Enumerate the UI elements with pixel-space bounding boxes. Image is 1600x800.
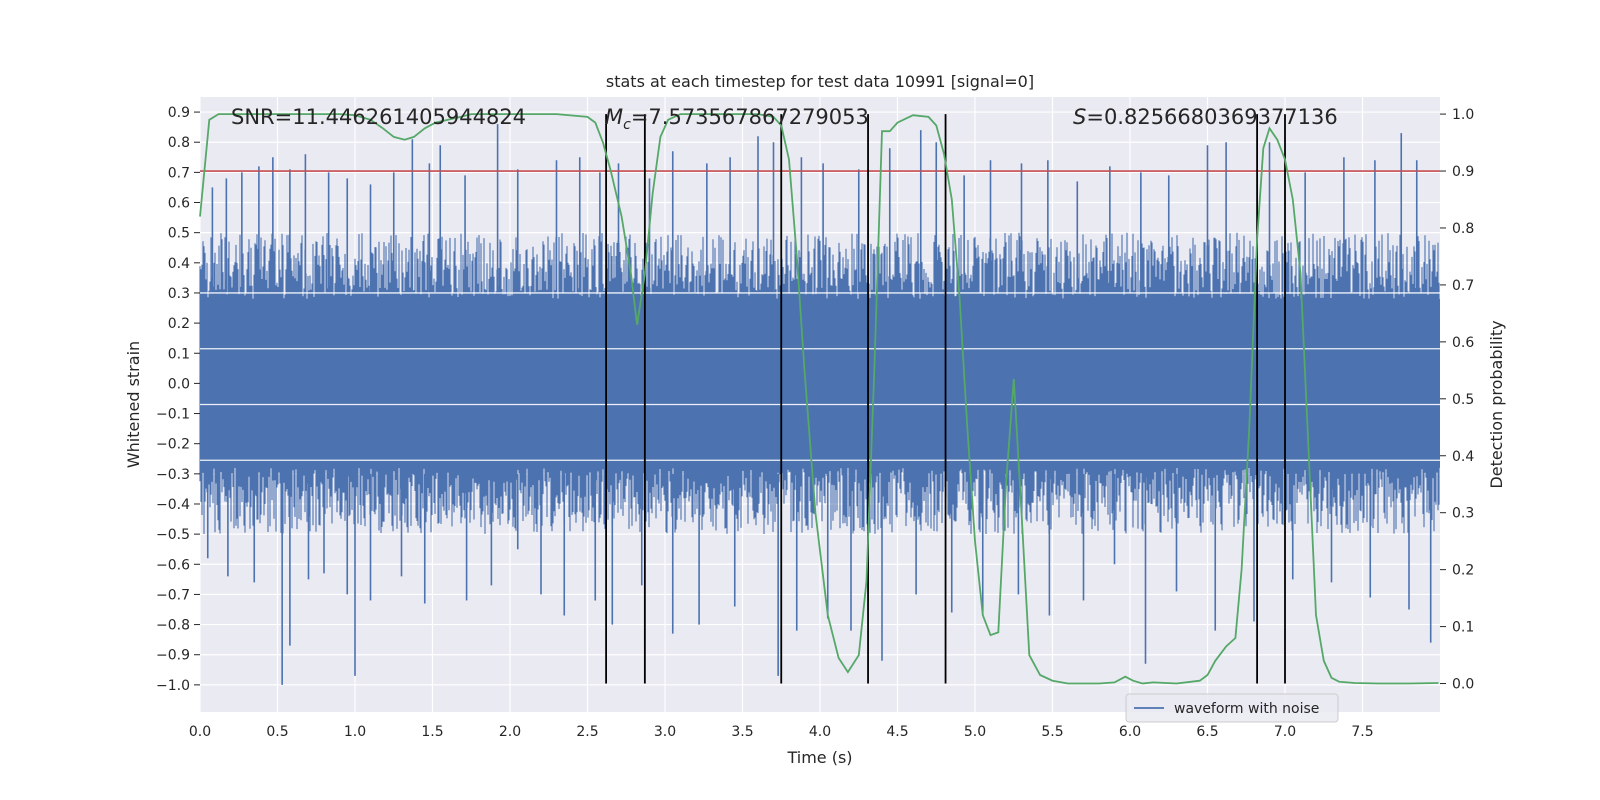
- chirp-mass-subscript: c: [623, 117, 631, 133]
- y-left-tick-label: −0.8: [156, 618, 190, 634]
- waveform-series: [199, 124, 1440, 685]
- x-tick-label: 1.5: [421, 724, 443, 740]
- y-axis-label-left: Whitened strain: [124, 341, 143, 468]
- x-tick-label: 5.5: [1041, 724, 1063, 740]
- chirp-mass-value: =7.573567867279053: [631, 105, 869, 129]
- x-tick-label: 2.5: [576, 724, 598, 740]
- legend-box: [1125, 693, 1339, 723]
- y-left-tick-label: 0.1: [168, 346, 190, 362]
- y-right-tick-label: 0.6: [1452, 335, 1474, 351]
- y-axis-label-right: Detection probability: [1487, 320, 1506, 488]
- detection-probability-line: [199, 113, 1439, 685]
- legend: waveform with noise: [1125, 693, 1339, 723]
- x-tick-label: 0.5: [266, 724, 288, 740]
- y-right-tick-label: 0.7: [1452, 278, 1474, 294]
- y-left-tick-label: 0.4: [168, 256, 190, 272]
- x-tick-label: 2.0: [499, 724, 521, 740]
- y-right-tick-label: 0.5: [1452, 392, 1474, 408]
- legend-label: waveform with noise: [1174, 701, 1319, 717]
- s-value: =0.8256680369377136: [1086, 105, 1337, 129]
- y-right-tick-label: 0.4: [1452, 449, 1474, 465]
- x-tick-label: 6.5: [1196, 724, 1218, 740]
- y-left-tick-label: −0.5: [156, 527, 190, 543]
- y-left-tick-label: −0.1: [156, 407, 190, 423]
- y-right-tick-label: 0.2: [1452, 563, 1474, 579]
- y-left-tick-label: −0.7: [156, 587, 190, 603]
- x-tick-label: 6.0: [1119, 724, 1141, 740]
- chirp-mass-annotation: Mc=7.573567867279053: [605, 105, 869, 133]
- chart-title: stats at each timestep for test data 109…: [606, 72, 1034, 91]
- x-tick-label: 4.0: [809, 724, 831, 740]
- x-tick-label: 7.0: [1274, 724, 1296, 740]
- y-left-tick-label: 0.5: [168, 226, 190, 242]
- waveform-core: [200, 298, 1440, 468]
- y-right-tick-label: 0.0: [1452, 677, 1474, 693]
- y-right-tick-label: 1.0: [1452, 107, 1474, 123]
- y-left-tick-label: 0.9: [168, 105, 190, 121]
- chirp-mass-symbol: M: [605, 105, 623, 129]
- y-right-tick-label: 0.3: [1452, 506, 1474, 522]
- y-left-tick-label: −0.3: [156, 467, 190, 483]
- s-symbol: S: [1073, 105, 1086, 129]
- x-tick-label: 0.0: [189, 724, 211, 740]
- s-annotation: S=0.8256680369377136: [1073, 105, 1338, 129]
- y-left-tick-label: −1.0: [156, 678, 190, 694]
- axis-ticks: 0.0 0.5 1.0 1.5 2.0 2.5 3.0 3.5 4.0 4.5 5.0 5.5 6.0 6…: [156, 105, 1474, 740]
- y-left-tick-label: −0.6: [156, 557, 190, 573]
- x-tick-label: 1.0: [344, 724, 366, 740]
- y-left-tick-label: −0.2: [156, 437, 190, 453]
- x-tick-label: 3.0: [654, 724, 676, 740]
- y-left-tick-label: 0.3: [168, 286, 190, 302]
- y-left-tick-label: −0.9: [156, 648, 190, 664]
- y-right-tick-label: 0.8: [1452, 221, 1474, 237]
- x-tick-label: 3.5: [731, 724, 753, 740]
- y-left-tick-label: 0.2: [168, 316, 190, 332]
- y-left-tick-label: 0.6: [168, 196, 190, 212]
- y-left-tick-label: 0.0: [168, 376, 190, 392]
- vertical-markers: [605, 114, 1286, 684]
- x-tick-label: 5.0: [964, 724, 986, 740]
- probability-series: [199, 113, 1439, 685]
- x-tick-label: 4.5: [886, 724, 908, 740]
- snr-annotation: SNR=11.446261405944824: [231, 105, 526, 129]
- y-left-tick-label: 0.7: [168, 165, 190, 181]
- y-right-tick-label: 0.1: [1452, 620, 1474, 636]
- x-axis-label: Time (s): [786, 748, 852, 767]
- x-tick-label: 7.5: [1351, 724, 1373, 740]
- y-left-tick-label: −0.4: [156, 497, 190, 513]
- y-right-tick-label: 0.9: [1452, 164, 1474, 180]
- y-left-tick-label: 0.8: [168, 135, 190, 151]
